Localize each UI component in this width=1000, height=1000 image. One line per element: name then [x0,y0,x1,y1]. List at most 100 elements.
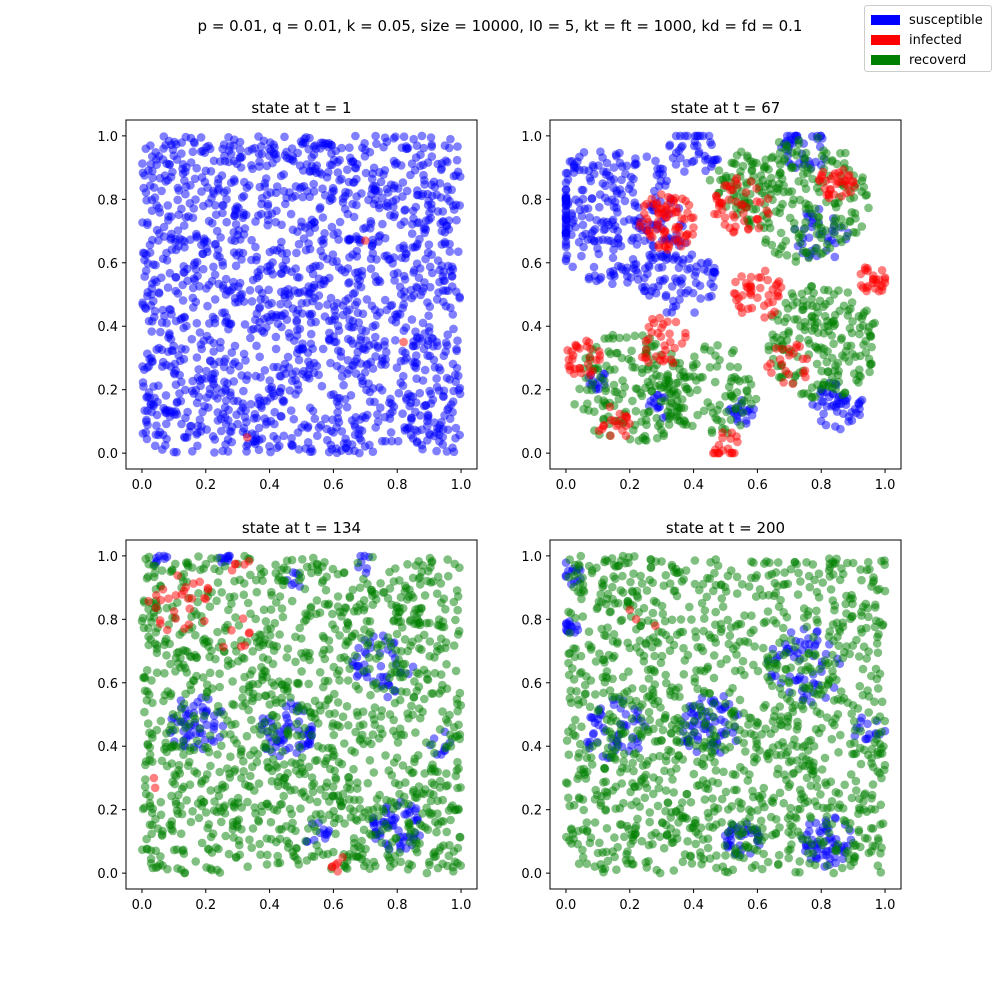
recovered-point [441,605,450,614]
recovered-point [830,366,840,375]
recovered-point [213,578,223,587]
susceptible-point [234,282,243,292]
infected-point [625,419,634,428]
recovered-point [855,329,864,339]
recovered-point [299,705,309,714]
recovered-point [851,214,860,223]
recovered-point [714,166,724,175]
recovered-point [314,847,324,856]
susceptible-point [662,176,671,186]
susceptible-point [451,423,461,433]
susceptible-point [306,329,316,339]
susceptible-point [671,251,681,260]
recovered-point [693,385,702,395]
recovered-point [801,248,811,257]
susceptible-point [425,351,435,361]
recovered-point [705,175,715,185]
susceptible-point [412,351,421,360]
recovered-point [305,611,315,621]
recovered-point [183,761,193,770]
recovered-point [350,651,360,660]
susceptible-point [202,366,211,376]
susceptible-point [359,343,369,353]
infected-point [156,595,166,605]
recovered-point [792,147,802,156]
y-tick-label: 0.4 [97,740,118,755]
susceptible-point [322,173,332,182]
recovered-point [797,389,806,399]
recovered-point [187,612,196,621]
susceptible-point [816,416,826,426]
susceptible-point [580,204,589,214]
susceptible-point [251,371,261,381]
recovered-point [357,836,367,846]
susceptible-point [562,251,572,260]
susceptible-point [204,403,213,412]
susceptible-point [451,433,460,443]
recovered-point [432,827,441,837]
recovered-point [375,790,384,800]
susceptible-point [317,381,327,391]
recovered-point [631,406,641,416]
susceptible-point [651,253,660,263]
susceptible-point [644,261,653,270]
recovered-point [265,700,275,709]
x-tick-label: 1.0 [875,478,896,493]
susceptible-point [443,425,453,435]
susceptible-point [401,348,410,358]
susceptible-point [167,346,177,355]
susceptible-point [383,692,393,702]
recovered-point [304,679,314,689]
recovered-point [456,861,466,870]
infected-point [151,603,161,613]
susceptible-point [294,445,304,454]
susceptible-point [374,232,384,241]
susceptible-point [284,329,294,338]
susceptible-point [299,287,309,296]
infected-point [150,783,160,793]
recovered-point [408,710,418,719]
recovered-point [282,836,292,846]
susceptible-point [154,381,163,391]
y-tick-label: 0.6 [97,257,118,272]
susceptible-point [171,380,181,390]
recovered-point [774,249,784,259]
x-tick-label: 0.0 [132,898,153,913]
susceptible-point [589,262,599,272]
y-tick-label: 0.2 [97,804,118,819]
recovered-point [172,711,182,721]
susceptible-point [396,220,406,230]
infected-point [245,628,254,637]
susceptible-point [579,242,588,252]
susceptible-point [594,236,604,245]
susceptible-point [421,225,431,234]
recovered-point [270,681,279,690]
susceptible-point [305,192,315,202]
susceptible-point [268,258,277,267]
recovered-point [787,187,797,196]
susceptible-point [247,235,256,245]
infected-point [333,867,343,876]
recovered-point [791,257,801,266]
infected-point [763,194,773,203]
infected-point [200,616,209,626]
recovered-point [345,664,355,673]
recovered-point [312,596,322,605]
susceptible-point [309,179,319,189]
susceptible-point [292,248,301,258]
susceptible-point [586,176,596,186]
susceptible-point [192,318,202,328]
recovered-point [241,699,250,708]
susceptible-point [209,347,218,356]
recovered-point [842,231,852,241]
recovered-point [248,679,257,689]
susceptible-point [310,414,320,424]
susceptible-point [345,235,355,244]
susceptible-point [394,388,404,398]
susceptible-point [146,141,155,150]
recovered-point [738,408,748,417]
recovered-point [355,721,365,730]
recovered-point [606,349,615,359]
recovered-point [368,805,378,815]
recovered-point [867,342,876,352]
